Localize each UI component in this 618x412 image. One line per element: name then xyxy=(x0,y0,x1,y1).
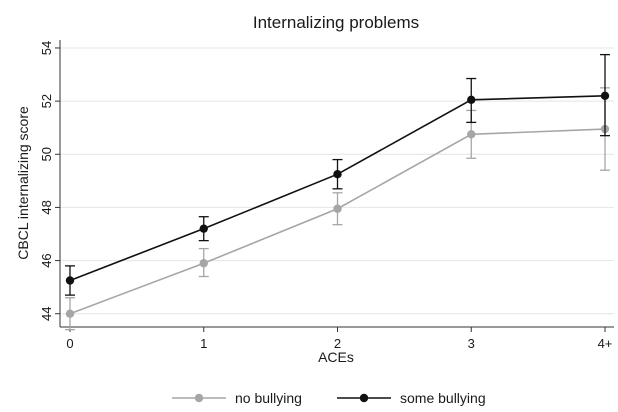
y-tick-label: 54 xyxy=(39,41,54,55)
data-point xyxy=(65,276,75,285)
data-point xyxy=(333,169,342,179)
x-tick-label: 2 xyxy=(334,336,341,351)
y-ticks: 44 46 48 50 52 54 xyxy=(39,41,60,321)
data-point xyxy=(467,95,476,104)
data-point xyxy=(65,309,75,318)
x-ticks: 0 1 2 3 4+ xyxy=(66,327,612,351)
y-tick-label: 46 xyxy=(39,253,54,267)
y-tick-label: 52 xyxy=(39,94,54,108)
legend: no bullying some bullying xyxy=(172,390,486,406)
legend-label: some bullying xyxy=(400,390,486,406)
data-point xyxy=(333,204,342,213)
y-tick-label: 48 xyxy=(39,200,54,214)
series-some-bullying xyxy=(65,53,610,296)
data-point xyxy=(199,224,208,233)
x-tick-label: 4+ xyxy=(598,336,613,351)
data-point xyxy=(467,130,476,139)
chart-title: Internalizing problems xyxy=(253,13,419,32)
y-tick-label: 50 xyxy=(39,147,54,161)
legend-swatch-marker xyxy=(359,393,369,403)
x-tick-label: 0 xyxy=(66,336,73,351)
series-layer xyxy=(65,53,610,331)
x-tick-label: 3 xyxy=(468,336,475,351)
data-point xyxy=(600,91,610,101)
legend-label: no bullying xyxy=(235,390,302,406)
x-axis-label: ACEs xyxy=(318,349,354,365)
y-tick-label: 44 xyxy=(39,306,54,320)
x-tick-label: 1 xyxy=(200,336,207,351)
series-no-bullying xyxy=(65,87,610,331)
y-axis-label: CBCL internalizing score xyxy=(15,106,31,260)
data-point xyxy=(199,259,208,268)
legend-swatch-marker xyxy=(194,393,204,403)
